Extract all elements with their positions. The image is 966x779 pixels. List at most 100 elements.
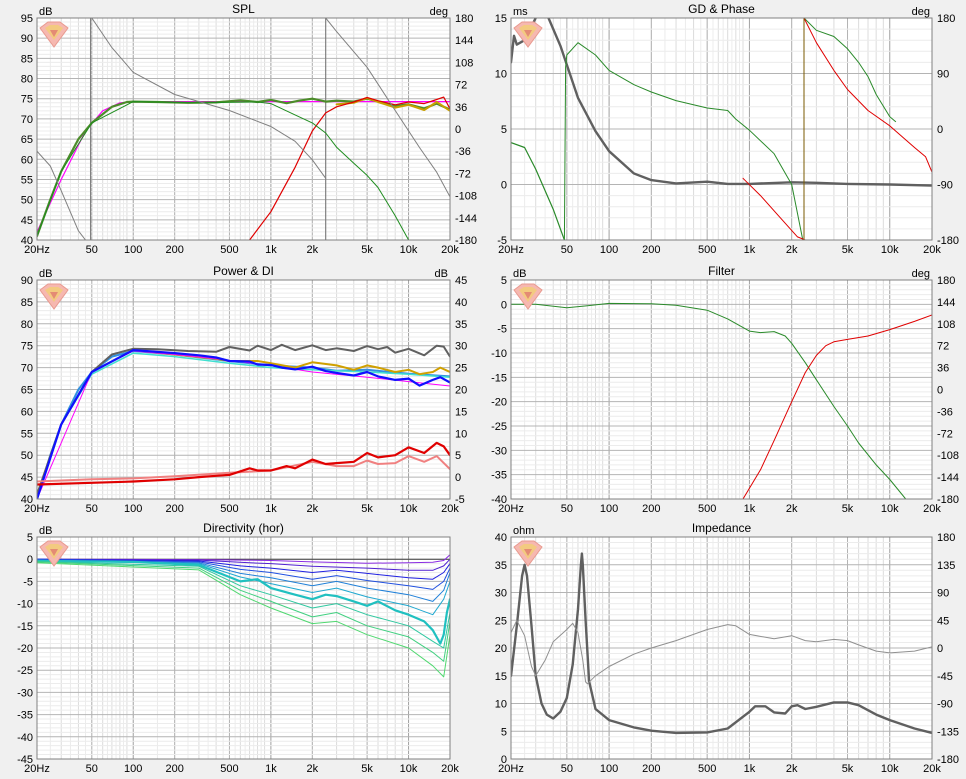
speaker-logo-icon — [513, 283, 543, 310]
series-line — [37, 554, 450, 564]
y-axis-unit-left: dB — [39, 268, 52, 280]
x-tick-label: 5k — [842, 503, 854, 515]
series-line — [511, 552, 932, 735]
y-tick-label-right: 90 — [937, 69, 949, 81]
series-line — [335, 96, 450, 112]
x-tick-label: 5k — [842, 763, 854, 775]
y-axis-unit-left: ohm — [513, 525, 534, 537]
x-tick-label: 200 — [165, 244, 183, 256]
series-line — [37, 560, 450, 616]
chart-title: SPL — [232, 2, 255, 16]
plot-border — [510, 279, 933, 500]
y-tick-label: -45 — [17, 754, 33, 766]
x-tick-label: 50 — [561, 244, 573, 256]
y-tick-label: 35 — [495, 560, 507, 572]
series-line — [742, 314, 932, 499]
x-tick-label: 2k — [786, 503, 798, 515]
y-tick-label: -15 — [491, 372, 507, 384]
y-tick-label-right: -180 — [937, 754, 959, 766]
y-tick-label: -25 — [17, 665, 33, 677]
x-tick-label: 200 — [165, 503, 183, 515]
y-tick-label-right: 108 — [455, 57, 473, 69]
y-tick-label-right: 36 — [937, 363, 949, 375]
y-tick-label: 0 — [501, 754, 507, 766]
impedance-chart: 0 5 10 15 20 25 30 35 40 -180 -135 -90 -45 0 45 90 135 18… — [495, 521, 959, 775]
y-tick-label: 15 — [495, 13, 507, 25]
series-line — [37, 558, 450, 571]
y-tick-label: 40 — [21, 494, 33, 506]
y-tick-label: 5 — [501, 124, 507, 136]
x-tick-label: 5k — [361, 244, 373, 256]
y-tick-label: -40 — [491, 494, 507, 506]
y-tick-label-right: -72 — [937, 428, 953, 440]
x-tick-label: 500 — [698, 763, 716, 775]
x-tick-label: 10k — [400, 503, 418, 515]
x-tick-label: 20k — [441, 763, 459, 775]
y-tick-label: -35 — [491, 470, 507, 482]
y-tick-label-right: 35 — [455, 319, 467, 331]
y-tick-label: 45 — [21, 472, 33, 484]
x-tick-label: 10k — [400, 763, 418, 775]
x-tick-label: 500 — [220, 763, 238, 775]
y-tick-label: 0 — [501, 180, 507, 192]
series-line — [803, 18, 932, 173]
y-tick-label: 70 — [21, 363, 33, 375]
y-axis-unit-right: deg — [912, 6, 930, 18]
x-tick-label: 100 — [600, 503, 618, 515]
y-tick-label-right: 72 — [937, 341, 949, 353]
y-tick-label: 70 — [21, 114, 33, 126]
y-tick-label-right: -90 — [937, 699, 953, 711]
y-tick-label: 65 — [21, 385, 33, 397]
y-tick-label: 75 — [21, 341, 33, 353]
chart-title: GD & Phase — [688, 2, 755, 16]
y-tick-label-right: -180 — [937, 494, 959, 506]
series-line — [37, 101, 450, 233]
y-axis-unit-left: ms — [513, 6, 528, 18]
y-tick-label-right: -45 — [937, 671, 953, 683]
x-tick-label: 1k — [265, 763, 277, 775]
y-tick-label: 5 — [501, 275, 507, 287]
y-tick-label: 40 — [21, 235, 33, 247]
plot-border — [36, 279, 451, 500]
y-tick-label: 40 — [495, 532, 507, 544]
y-tick-label-right: 180 — [455, 13, 473, 25]
y-tick-label: 55 — [21, 174, 33, 186]
y-tick-label: -15 — [17, 621, 33, 633]
y-tick-label: -20 — [17, 643, 33, 655]
y-tick-label-right: -36 — [937, 406, 953, 418]
series-line — [249, 96, 450, 240]
directivity-chart: -45 -40 -35 -30 -25 -20 -15 -10 -5 0 5 20Hz 50 100 200… — [17, 521, 459, 775]
x-tick-label: 50 — [86, 503, 98, 515]
x-tick-label: 10k — [881, 763, 899, 775]
y-tick-label: 10 — [495, 69, 507, 81]
y-tick-label-right: 5 — [455, 450, 461, 462]
y-tick-label: 80 — [21, 319, 33, 331]
series-line — [511, 302, 907, 499]
x-tick-label: 20Hz — [24, 763, 50, 775]
x-tick-label: 100 — [124, 244, 142, 256]
x-tick-label: 1k — [265, 244, 277, 256]
x-tick-label: 2k — [307, 503, 319, 515]
y-tick-label: -5 — [497, 324, 507, 336]
y-tick-label: 85 — [21, 297, 33, 309]
y-tick-label-right: 45 — [455, 275, 467, 287]
y-axis-unit-right: dB — [435, 268, 448, 280]
y-tick-label: 50 — [21, 450, 33, 462]
y-tick-label-right: 40 — [455, 297, 467, 309]
chart-title: Impedance — [692, 521, 752, 535]
x-tick-label: 2k — [786, 763, 798, 775]
y-tick-label: -30 — [17, 687, 33, 699]
x-tick-label: 500 — [698, 503, 716, 515]
y-tick-label-right: 144 — [937, 297, 955, 309]
y-tick-label-right: -180 — [455, 235, 477, 247]
x-tick-label: 20Hz — [498, 244, 524, 256]
y-tick-label: 5 — [501, 726, 507, 738]
x-tick-label: 20Hz — [498, 763, 524, 775]
y-tick-label: 85 — [21, 53, 33, 65]
speaker-logo-icon — [513, 21, 543, 48]
y-tick-label: 25 — [495, 615, 507, 627]
y-tick-label: -20 — [491, 397, 507, 409]
y-axis-unit-left: dB — [39, 525, 52, 537]
y-tick-label: 10 — [495, 699, 507, 711]
